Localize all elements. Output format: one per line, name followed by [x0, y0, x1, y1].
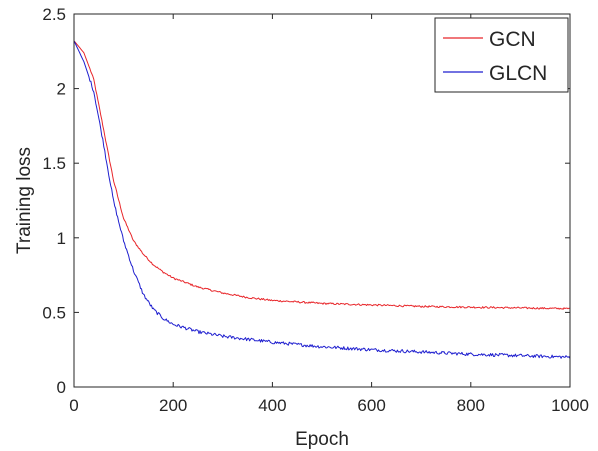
y-tick-label: 0.5	[42, 303, 66, 322]
series-line-glcn	[73, 40, 571, 359]
series-layer	[73, 40, 571, 359]
y-tick-label: 0	[57, 378, 66, 397]
x-tick-label: 0	[69, 396, 78, 415]
x-tick-label: 200	[159, 396, 187, 415]
legend-label-gcn: GCN	[489, 28, 536, 51]
x-tick-label: 600	[357, 396, 385, 415]
series-line-gcn	[73, 40, 571, 310]
x-axis-title: Epoch	[295, 429, 349, 450]
legend-box	[434, 17, 569, 93]
x-tick-label: 800	[457, 396, 485, 415]
y-tick-label: 2.5	[42, 5, 66, 24]
plot-frame	[73, 13, 571, 388]
legend-label-glcn: GLCN	[489, 62, 547, 85]
y-tick-label: 1	[57, 229, 66, 248]
ticks-layer: 0 200 400 600 800 1000 0 0.5 1 1.5 2 2.5	[42, 5, 589, 415]
y-axis-title: Training loss	[14, 147, 35, 254]
x-tick-label: 400	[258, 396, 286, 415]
x-tick-label: 1000	[551, 396, 589, 415]
y-tick-label: 2	[57, 80, 66, 99]
legend: GCN GLCN	[434, 17, 569, 93]
y-tick-label: 1.5	[42, 154, 66, 173]
